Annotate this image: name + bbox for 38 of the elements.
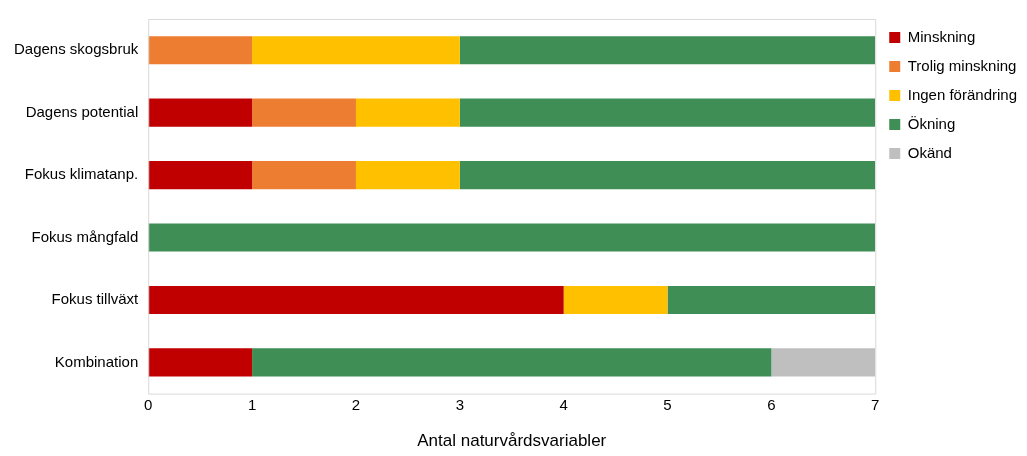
x-tick-label: 0 bbox=[144, 395, 153, 413]
bar bbox=[148, 348, 253, 377]
bar bbox=[355, 98, 460, 127]
y-tick-label: Dagens potential bbox=[25, 102, 139, 120]
x-tick-label: 5 bbox=[663, 395, 672, 413]
bar bbox=[563, 285, 668, 314]
legend-label: Ingen förändring bbox=[907, 85, 1017, 103]
bar bbox=[252, 98, 356, 127]
y-tick-label: Fokus mångfald bbox=[31, 227, 139, 245]
x-tick-label: 3 bbox=[455, 395, 464, 413]
y-tick-label: Fokus tillväxt bbox=[51, 290, 140, 308]
x-tick-label: 6 bbox=[767, 395, 776, 413]
bar bbox=[667, 285, 876, 314]
bar bbox=[252, 161, 356, 190]
bar bbox=[148, 223, 876, 252]
bar bbox=[252, 36, 460, 65]
bar bbox=[148, 98, 253, 127]
x-tick-label: 4 bbox=[559, 395, 568, 413]
y-tick-label: Kombination bbox=[54, 352, 139, 370]
bar bbox=[771, 348, 876, 377]
y-tick-label: Fokus klimatanp. bbox=[24, 165, 139, 183]
bar bbox=[252, 348, 772, 377]
x-tick-label: 7 bbox=[871, 395, 880, 413]
bar bbox=[459, 161, 876, 190]
bar bbox=[148, 36, 253, 65]
legend-label: Trolig minskning bbox=[907, 56, 1017, 74]
bar bbox=[148, 161, 253, 190]
bar bbox=[355, 161, 460, 190]
x-tick-label: 2 bbox=[351, 395, 361, 413]
legend-label: Okänd bbox=[907, 143, 952, 161]
bar bbox=[148, 285, 564, 314]
legend-label: Minskning bbox=[907, 27, 976, 45]
bar bbox=[459, 36, 876, 65]
bar bbox=[459, 98, 876, 127]
y-tick-label: Dagens skogsbruk bbox=[14, 40, 139, 58]
legend-label: Ökning bbox=[907, 114, 956, 132]
x-axis-title: Antal naturvårdsvariabler bbox=[417, 431, 607, 451]
x-tick-label: 1 bbox=[247, 395, 257, 413]
